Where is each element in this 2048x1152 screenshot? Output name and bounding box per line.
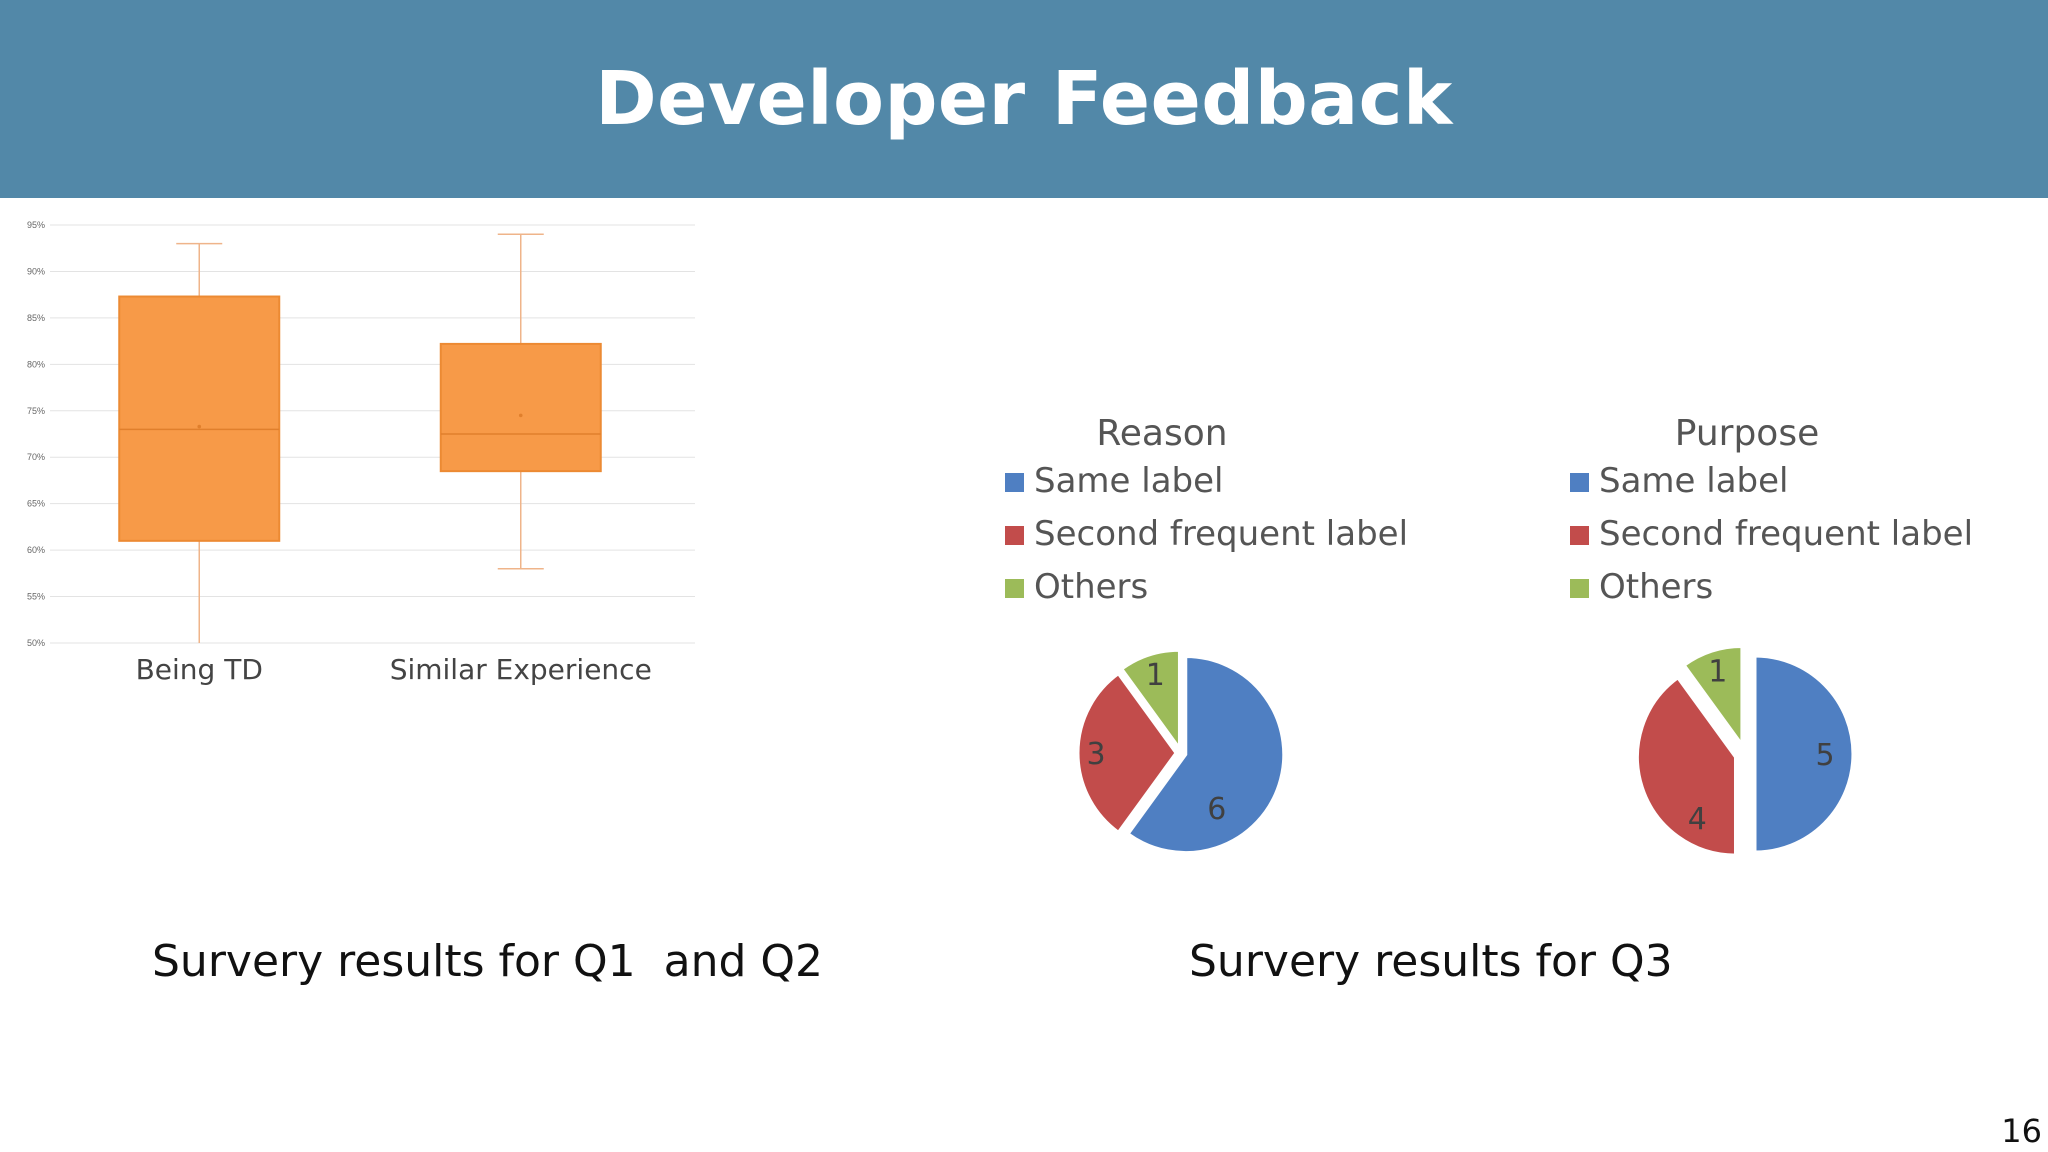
pie-slice <box>1636 675 1737 857</box>
legend-swatch <box>1570 579 1589 598</box>
y-tick-label: 95% <box>27 220 45 230</box>
y-tick-label: 90% <box>27 266 45 276</box>
pie-chart-reason: Reason Same label Second frequent label Oth… <box>1005 413 1408 854</box>
legend-swatch <box>1005 526 1024 545</box>
data-label: 5 <box>1815 738 1834 773</box>
data-label: 1 <box>1146 658 1165 693</box>
slide-title: Developer Feedback <box>595 56 1453 142</box>
box-plot-chart: 50% 55% 60% 65% 70% 75% 80% 85% 90% 95% Being TD Si… <box>27 220 695 686</box>
category-label: Being TD <box>136 653 263 686</box>
legend-entry: Second frequent label <box>1034 514 1408 554</box>
title-banner <box>0 0 2048 198</box>
caption-q3: Survery results for Q3 <box>1189 936 1673 987</box>
y-tick-label: 80% <box>27 359 45 369</box>
pie-slice <box>1076 671 1178 835</box>
box <box>118 295 281 542</box>
pie-chart-purpose: Purpose Same label Second frequent label Ot… <box>1570 413 1973 857</box>
y-tick-label: 70% <box>27 452 45 462</box>
y-tick-label: 50% <box>27 638 45 648</box>
pie-title: Purpose <box>1675 413 1819 454</box>
pie-slice <box>1753 654 1855 854</box>
legend-swatch <box>1570 526 1589 545</box>
pie-title: Reason <box>1096 413 1227 454</box>
box <box>439 342 602 473</box>
mean-marker <box>197 424 202 429</box>
y-tick-label: 75% <box>27 406 45 416</box>
data-label: 6 <box>1207 792 1226 827</box>
y-tick-label: 65% <box>27 499 45 509</box>
legend-entry: Others <box>1599 567 1713 607</box>
caption-q1-q2: Survery results for Q1 and Q2 <box>152 936 823 987</box>
legend-entry: Second frequent label <box>1599 514 1973 554</box>
y-tick-label: 55% <box>27 592 45 602</box>
pie-slice <box>1682 644 1744 750</box>
legend-swatch <box>1570 473 1589 492</box>
legend-entry: Others <box>1034 567 1148 607</box>
pie-slice <box>1126 655 1286 854</box>
mean-marker <box>518 413 523 418</box>
legend-swatch <box>1005 473 1024 492</box>
legend-entry: Same label <box>1034 461 1224 501</box>
data-label: 3 <box>1086 737 1105 772</box>
data-label: 1 <box>1708 654 1727 689</box>
category-label: Similar Experience <box>390 653 652 686</box>
legend-entry: Same label <box>1599 461 1789 501</box>
y-tick-label: 85% <box>27 313 45 323</box>
page-number: 16 <box>2001 1112 2042 1150</box>
pie-slice <box>1119 648 1181 753</box>
data-label: 4 <box>1688 802 1707 837</box>
y-tick-label: 60% <box>27 545 45 555</box>
legend-swatch <box>1005 579 1024 598</box>
